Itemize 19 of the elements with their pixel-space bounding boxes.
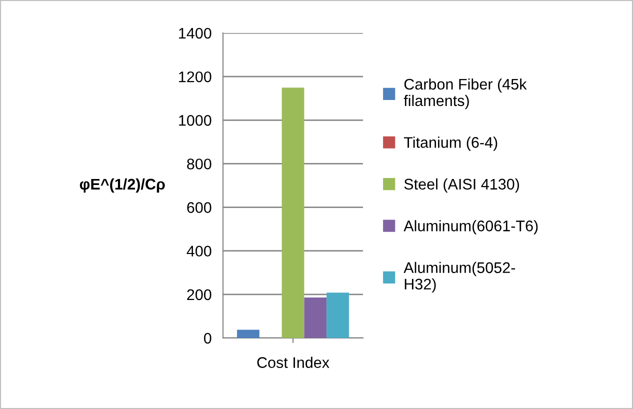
legend-label: Titanium (6-4) [404, 136, 498, 151]
legend-label: Carbon Fiber (45k filaments) [404, 78, 527, 110]
bar [304, 297, 327, 338]
bar [326, 292, 349, 338]
y-tick-label: 0 [204, 332, 212, 344]
y-tick-label: 1000 [179, 115, 212, 126]
y-tick-label: 1200 [179, 71, 212, 82]
y-tick-label: 800 [187, 158, 212, 170]
y-tick-label: 200 [187, 289, 212, 300]
y-tick-label: 600 [187, 202, 212, 213]
bar [282, 88, 304, 338]
legend-label: Steel (AISI 4130) [404, 178, 520, 193]
y-axis-title: φE^(1/2)/Cρ [80, 178, 165, 193]
bar [237, 330, 260, 338]
y-tick-label: 1400 [179, 28, 212, 39]
legend-label: Aluminum(5052- H32) [404, 262, 516, 293]
legend-label: Aluminum(6061-T6) [404, 220, 538, 234]
x-tick-label: Cost Index [257, 356, 330, 368]
y-tick-label: 400 [186, 246, 212, 257]
